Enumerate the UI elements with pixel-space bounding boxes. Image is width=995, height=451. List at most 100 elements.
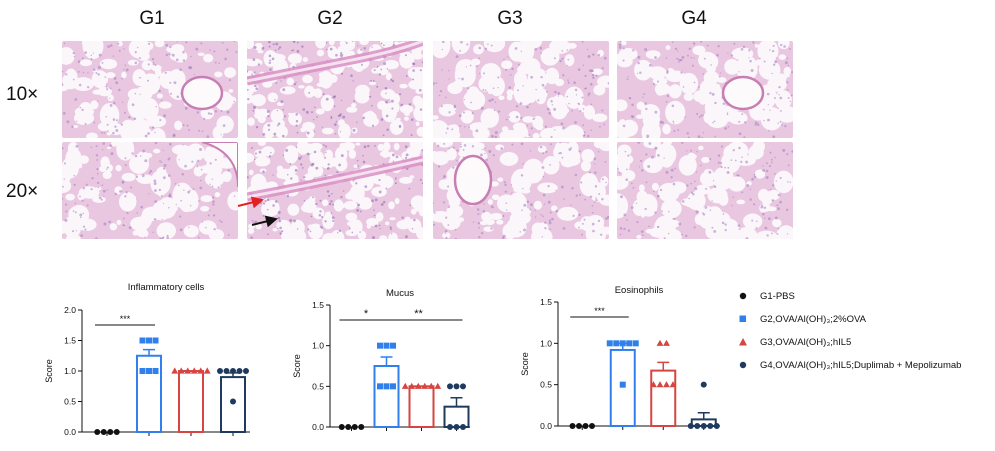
data-point bbox=[650, 381, 657, 388]
significance-label: * bbox=[364, 308, 369, 320]
data-point bbox=[453, 424, 460, 430]
data-point bbox=[447, 424, 453, 430]
data-point bbox=[139, 337, 146, 344]
bar-g3 bbox=[408, 385, 435, 429]
data-point bbox=[100, 429, 107, 435]
histology-image-g3-row2 bbox=[433, 142, 609, 239]
legend-label: G2,OVA/Al(OH)₃;2%OVA bbox=[760, 314, 866, 325]
data-point bbox=[632, 340, 639, 347]
data-point bbox=[694, 423, 701, 429]
histology-image-g2-row2 bbox=[247, 142, 423, 239]
data-point bbox=[230, 398, 236, 405]
legend-item-g3: G3,OVA/Al(OH)₃;hIL5 bbox=[738, 331, 961, 354]
data-point bbox=[152, 368, 159, 374]
significance-label: *** bbox=[120, 314, 131, 324]
data-point bbox=[351, 424, 358, 430]
data-point bbox=[383, 342, 390, 349]
error-bar-g4 bbox=[450, 396, 463, 407]
legend-marker-circle bbox=[739, 292, 747, 300]
bar-g3 bbox=[178, 370, 204, 433]
data-point bbox=[460, 424, 466, 430]
data-point bbox=[669, 381, 677, 388]
legend-marker-triangle bbox=[739, 338, 747, 346]
column-label-g1: G1 bbox=[139, 8, 165, 29]
data-point bbox=[146, 337, 152, 344]
error-bar-g2 bbox=[143, 348, 155, 356]
data-point bbox=[626, 340, 633, 347]
data-point bbox=[401, 382, 409, 389]
column-label-g2: G2 bbox=[317, 8, 343, 29]
data-point bbox=[663, 339, 670, 346]
data-point bbox=[613, 340, 620, 347]
y-tick-label: 1.0 bbox=[64, 366, 76, 376]
column-label-g3: G3 bbox=[497, 8, 523, 29]
data-point bbox=[656, 381, 664, 388]
data-point bbox=[383, 383, 390, 390]
data-point bbox=[190, 367, 198, 374]
data-point bbox=[113, 429, 120, 435]
data-point bbox=[107, 429, 114, 435]
data-point bbox=[447, 383, 453, 390]
data-point bbox=[619, 381, 626, 388]
data-point bbox=[390, 342, 396, 349]
data-point bbox=[707, 423, 714, 429]
row-label-10x: 10× bbox=[6, 84, 39, 105]
y-tick-label: 0.0 bbox=[64, 427, 76, 437]
column-label-g4: G4 bbox=[681, 8, 707, 29]
y-tick-label: 0.5 bbox=[540, 380, 552, 390]
data-point bbox=[408, 382, 416, 389]
y-tick-label: 0.5 bbox=[312, 381, 324, 391]
legend-marker-circle bbox=[739, 361, 747, 369]
bar-g4 bbox=[443, 405, 470, 428]
y-axis-label: Score bbox=[44, 359, 54, 383]
chart-inflammatory-cells: Inflammatory cells 0.0 0.5 1.0 1.5 2.0 Score **… bbox=[44, 282, 250, 437]
histology-image-g4-row1 bbox=[617, 41, 793, 138]
y-tick-label: 0.5 bbox=[64, 397, 76, 407]
legend-item-g2: G2,OVA/Al(OH)₃;2%OVA bbox=[738, 308, 961, 331]
data-point bbox=[427, 382, 435, 389]
y-tick-label: 1.0 bbox=[540, 338, 552, 348]
data-point bbox=[177, 367, 185, 374]
bar-g2 bbox=[609, 348, 636, 427]
data-point bbox=[390, 383, 396, 390]
data-point bbox=[663, 381, 670, 388]
data-point bbox=[236, 368, 243, 374]
bar-g2 bbox=[373, 365, 400, 428]
y-tick-label: 1.5 bbox=[312, 300, 324, 310]
error-bar-g4 bbox=[697, 412, 710, 420]
data-point bbox=[460, 383, 466, 390]
data-point bbox=[338, 424, 345, 430]
data-point bbox=[377, 342, 383, 349]
data-point bbox=[171, 367, 179, 374]
row-label-20x: 20× bbox=[6, 181, 39, 202]
data-point bbox=[434, 382, 442, 389]
data-point bbox=[217, 368, 223, 374]
data-point bbox=[414, 382, 422, 389]
data-point bbox=[223, 368, 230, 374]
data-point bbox=[576, 423, 582, 429]
bar-g3 bbox=[650, 369, 677, 428]
y-tick-label: 0.0 bbox=[540, 421, 552, 431]
legend-item-g1: G1-PBS bbox=[738, 285, 961, 308]
data-point bbox=[345, 424, 352, 430]
y-tick-label: 0.0 bbox=[312, 422, 324, 432]
data-point bbox=[687, 423, 694, 429]
data-point bbox=[230, 368, 236, 374]
histology-image-g4-row2 bbox=[617, 142, 793, 239]
y-tick-label: 1.5 bbox=[64, 336, 76, 346]
histology-image-g1-row2 bbox=[62, 142, 238, 239]
bar-g4 bbox=[220, 376, 246, 434]
data-point bbox=[184, 367, 192, 374]
chart-title: Mucus bbox=[386, 288, 414, 299]
bar-g2 bbox=[136, 354, 162, 433]
histology-image-g1-row1 bbox=[62, 41, 238, 138]
chart-title: Inflammatory cells bbox=[128, 282, 205, 293]
data-point bbox=[606, 340, 613, 347]
y-tick-label: 1.0 bbox=[312, 341, 324, 351]
chart-eosinophils: Eosinophils 0.0 0.5 1.0 1.5 Score *** bbox=[520, 285, 720, 431]
data-point bbox=[94, 429, 101, 435]
data-point bbox=[656, 339, 664, 346]
y-axis-label: Score bbox=[520, 352, 530, 376]
data-point bbox=[358, 424, 365, 430]
y-tick-label: 2.0 bbox=[64, 305, 76, 315]
